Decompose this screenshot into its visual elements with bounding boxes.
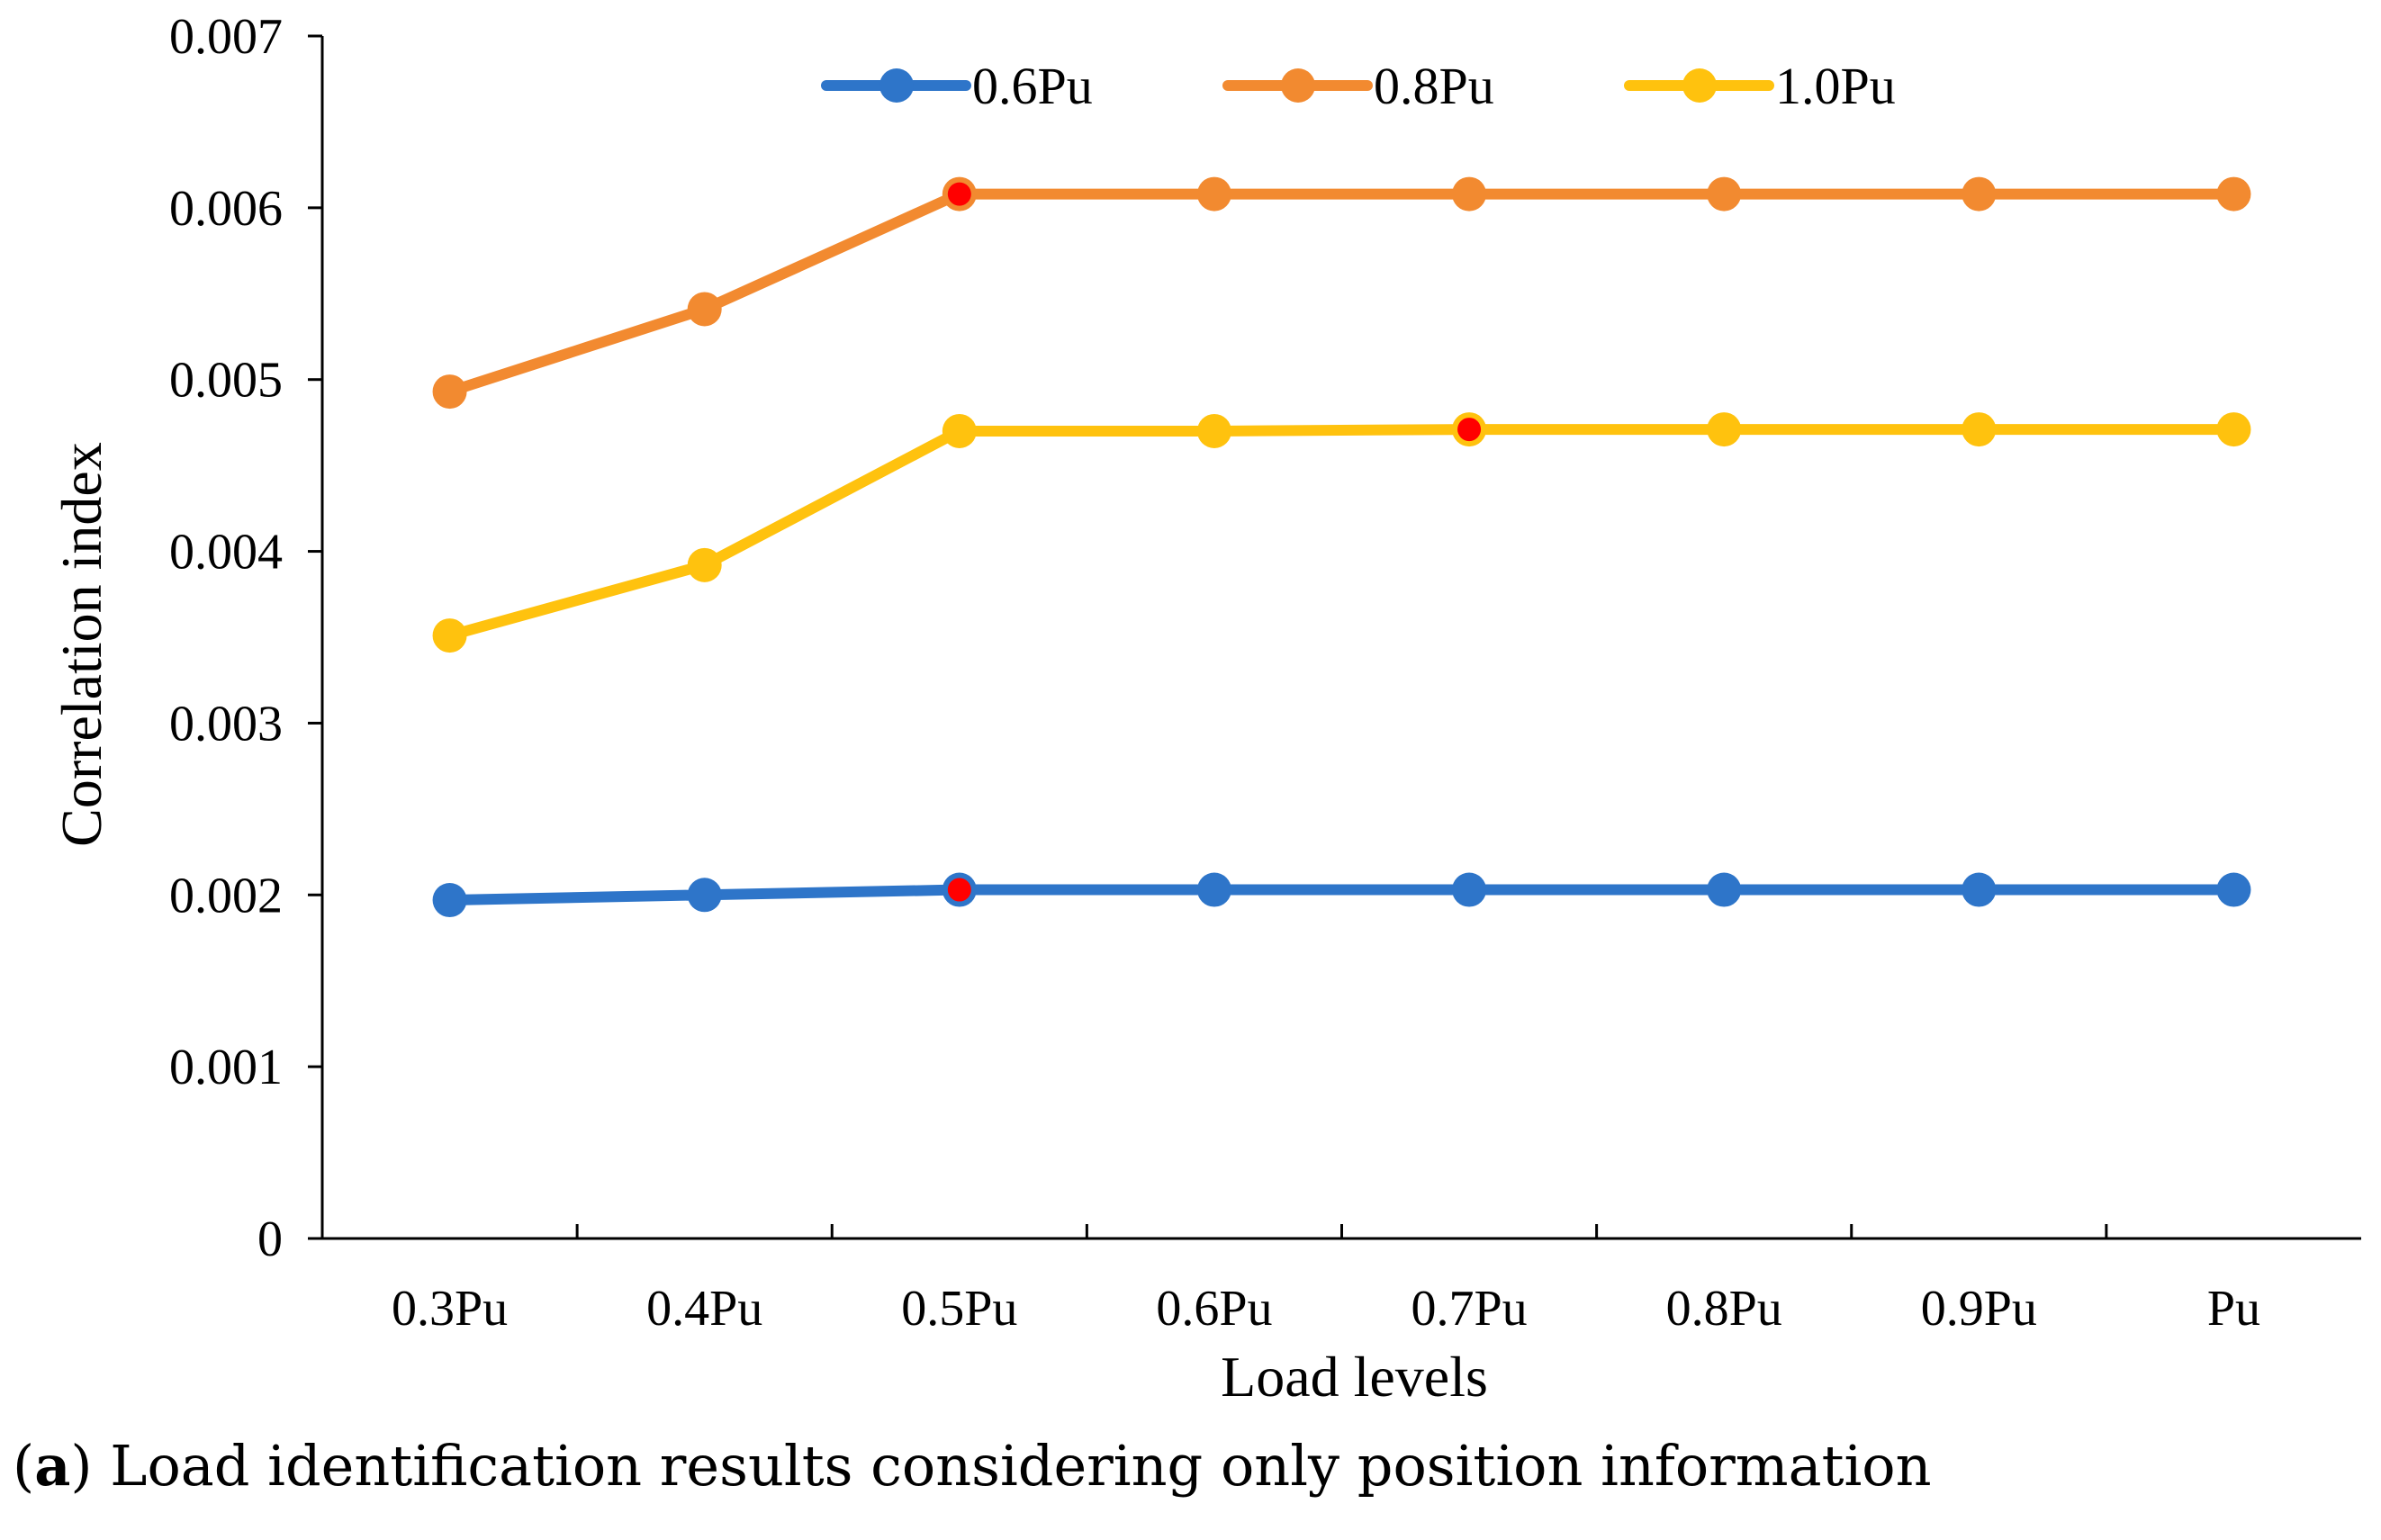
legend-item: 1.0Pu — [1624, 57, 1896, 115]
y-tick-label: 0.001 — [169, 1040, 283, 1095]
x-tick-label: 0.7Pu — [1411, 1281, 1527, 1337]
x-tick-label: 0.6Pu — [1156, 1281, 1272, 1337]
y-tick-label: 0.006 — [169, 181, 283, 237]
data-point — [2216, 176, 2251, 212]
series-0.8Pu — [432, 176, 2251, 410]
data-point — [1452, 872, 1487, 907]
y-axis-ticks: 0 0.001 0.002 0.003 0.004 0.005 0.006 0.007 — [169, 9, 322, 1267]
x-axis-title: Load levels — [1221, 1345, 1488, 1409]
data-point — [1707, 412, 1742, 447]
series-1.0Pu — [432, 412, 2251, 653]
data-point — [1196, 413, 1231, 448]
y-axis-title: Correlation index — [50, 442, 113, 847]
data-point — [432, 883, 467, 918]
data-point — [687, 878, 722, 913]
x-tick-label: Pu — [2207, 1281, 2260, 1337]
series-line — [444, 884, 2240, 906]
y-tick-label: 0.005 — [169, 353, 283, 409]
caption-tag: a — [34, 1433, 71, 1499]
x-tick-label: 0.8Pu — [1666, 1281, 1782, 1337]
legend-swatch-marker — [879, 68, 914, 103]
data-point — [1196, 176, 1231, 212]
x-axis-ticks: 0.3Pu 0.4Pu 0.5Pu 0.6Pu 0.7Pu 0.8Pu 0.9Pu Pu — [392, 1224, 2260, 1337]
data-point — [1962, 412, 1997, 447]
y-tick-label: 0.007 — [169, 9, 283, 65]
caption-close-paren: ) — [70, 1433, 93, 1499]
figure-caption: (a) Load identification results consider… — [13, 1433, 1932, 1499]
caption-open-paren: ( — [13, 1433, 35, 1499]
data-point — [432, 618, 467, 653]
data-point — [1962, 872, 1997, 907]
legend-label: 0.8Pu — [1374, 57, 1494, 115]
caption-text: Load identification results considering … — [92, 1433, 1932, 1499]
axes — [320, 36, 2361, 1240]
x-tick-label: 0.9Pu — [1921, 1281, 2037, 1337]
series-line — [444, 188, 2240, 398]
x-tick-label: 0.3Pu — [392, 1281, 508, 1337]
y-tick-label: 0 — [257, 1211, 283, 1267]
data-point — [432, 374, 467, 410]
legend-label: 0.6Pu — [972, 57, 1093, 115]
legend-label: 1.0Pu — [1775, 57, 1896, 115]
y-tick-label: 0.003 — [169, 696, 283, 752]
data-point — [687, 292, 722, 327]
data-point — [1196, 872, 1231, 907]
legend: 0.6Pu 0.8Pu 1.0Pu — [821, 57, 1896, 115]
highlighted-point — [947, 182, 971, 206]
data-point — [1707, 176, 1742, 212]
highlighted-point — [1457, 418, 1482, 442]
y-tick-label: 0.002 — [169, 868, 283, 923]
data-point — [1962, 176, 1997, 212]
data-point — [2216, 412, 2251, 447]
x-tick-label: 0.4Pu — [646, 1281, 762, 1337]
legend-swatch-marker — [1281, 68, 1315, 103]
data-point — [1707, 872, 1742, 907]
y-tick-label: 0.004 — [169, 525, 283, 581]
data-point — [2216, 872, 2251, 907]
series-layer — [432, 176, 2251, 918]
data-point — [1452, 176, 1487, 212]
data-point — [942, 413, 977, 448]
legend-item: 0.8Pu — [1222, 57, 1494, 115]
highlighted-point — [947, 878, 971, 902]
legend-swatch-marker — [1682, 68, 1717, 103]
data-point — [687, 547, 722, 582]
x-tick-label: 0.5Pu — [901, 1281, 1017, 1337]
legend-item: 0.6Pu — [821, 57, 1093, 115]
series-line — [444, 424, 2240, 642]
series-0.6Pu — [432, 872, 2251, 918]
